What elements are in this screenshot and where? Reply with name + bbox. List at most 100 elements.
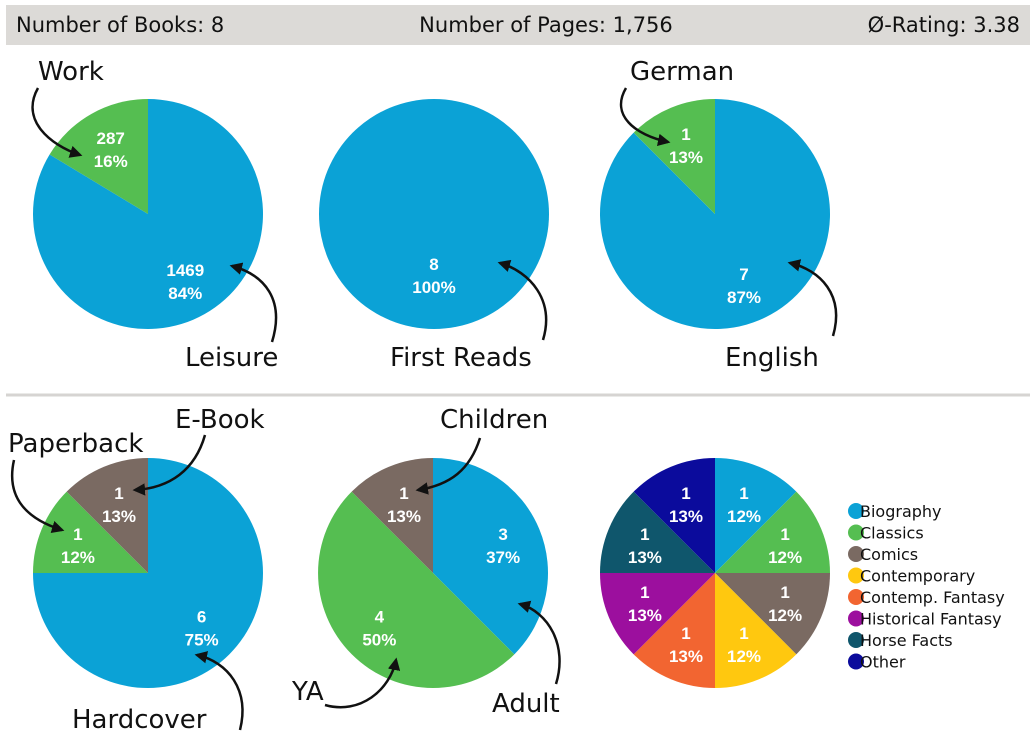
callout-paperback: Paperback [8,429,143,459]
slice-percent-label: 12% [727,647,761,666]
pie-genre: 1 12% 1 12% 1 12% 1 12% 1 13% 1 13% 1 13% 1 13% [599,458,830,688]
pie-purpose: 1469 84% 287 16% [32,99,264,329]
slice-percent-label: 13% [669,507,703,526]
legend-item: Comics [848,545,918,564]
arrow-english [787,259,838,337]
slice-value-label: 287 [97,129,125,148]
slice-percent-label: 84% [168,284,202,303]
slice-percent-label: 13% [387,507,421,526]
legend-item: Other [848,653,906,672]
legend-swatch [848,610,864,627]
callout-ya: YA [291,677,324,707]
slice-value-label: 3 [498,525,507,544]
legend-swatch [848,589,864,605]
legend-label: Classics [860,524,924,543]
pie-language: 7 87% 1 13% [600,98,831,329]
callout-hardcover: Hardcover [72,705,207,735]
slice-value-label: 1 [399,484,408,503]
legend-item: Classics [848,524,924,543]
pie-slice [49,99,149,214]
annotations: Work Leisure First Reads German English … [8,57,838,735]
slice-value-label: 1469 [166,261,204,280]
pie-slice [33,491,148,573]
callout-ebook: E-Book [175,405,265,435]
slice-percent-label: 13% [669,647,703,666]
pie-audience: 3 37% 4 50% 1 13% [318,458,548,688]
slice-percent-label: 13% [669,148,703,167]
legend-item: Horse Facts [848,631,953,650]
slice-value-label: 8 [429,255,438,274]
slice-value-label: 4 [375,608,385,627]
legend-label: Contemporary [860,567,975,586]
pie-slice [319,99,549,329]
pie-slice [599,491,715,573]
arrow-first-reads [497,259,548,341]
slice-value-label: 7 [739,265,748,284]
pie-slice [633,573,715,688]
slice-value-label: 1 [73,525,82,544]
pie-slice [351,458,433,573]
legend-swatch [848,632,864,648]
slice-percent-label: 13% [102,507,136,526]
book-count: Number of Books: 8 [16,13,225,37]
slice-value-label: 1 [681,484,690,503]
legend-label: Historical Fantasy [860,610,1002,629]
slice-value-label: 6 [197,608,206,627]
legend-swatch [848,653,864,670]
legend-label: Comics [860,545,918,564]
slice-percent-label: 12% [61,548,95,567]
slice-percent-label: 13% [628,606,662,625]
legend-label: Biography [860,502,942,521]
slice-percent-label: 13% [628,548,662,567]
slice-percent-label: 12% [727,507,761,526]
slice-percent-label: 16% [94,152,128,171]
legend-swatch [848,524,864,541]
callout-adult: Adult [492,689,560,719]
pie-slice [318,491,515,688]
arrow-paperback [11,459,65,533]
legend-swatch [848,567,864,584]
slice-percent-label: 12% [768,606,802,625]
callout-first-reads: First Reads [390,343,532,373]
arrow-ya [324,657,401,709]
slice-percent-label: 37% [486,548,520,567]
arrow-work [31,87,83,158]
slice-value-label: 1 [739,624,748,643]
slice-value-label: 1 [780,525,789,544]
pie-slice [633,458,715,573]
callout-leisure: Leisure [185,343,278,373]
legend-label: Other [860,653,906,672]
arrow-german [619,87,671,147]
legend-item: Biography [848,502,942,521]
pie-slice [633,99,715,214]
callout-work: Work [38,57,104,87]
slice-percent-label: 87% [727,288,761,307]
arrow-hardcover [194,651,244,731]
callout-english: English [725,343,819,373]
callout-children: Children [440,405,548,435]
pie-format: 6 75% 1 12% 1 13% [33,458,263,688]
legend-item: Contemp. Fantasy [848,588,1005,607]
legend-label: Horse Facts [860,631,953,650]
pie-slice [66,458,148,573]
average-rating: Ø-Rating: 3.38 [867,13,1020,37]
legend-item: Historical Fantasy [848,610,1002,629]
slice-percent-label: 100% [412,278,455,297]
callout-german: German [630,57,734,87]
slice-value-label: 1 [739,484,748,503]
slice-value-label: 1 [640,583,649,602]
slice-value-label: 1 [640,525,649,544]
page-count: Number of Pages: 1,756 [419,13,673,37]
pie-slice [715,573,830,655]
pie-slice [715,458,797,573]
slice-percent-label: 75% [185,631,219,650]
slice-value-label: 1 [681,125,690,144]
arrow-adult [517,600,561,685]
slice-value-label: 1 [114,484,123,503]
pie-slice [599,573,715,655]
legend-item: Contemporary [848,567,975,586]
legend-swatch [848,546,864,562]
slice-percent-label: 50% [362,631,396,650]
legend-label: Contemp. Fantasy [860,588,1005,607]
